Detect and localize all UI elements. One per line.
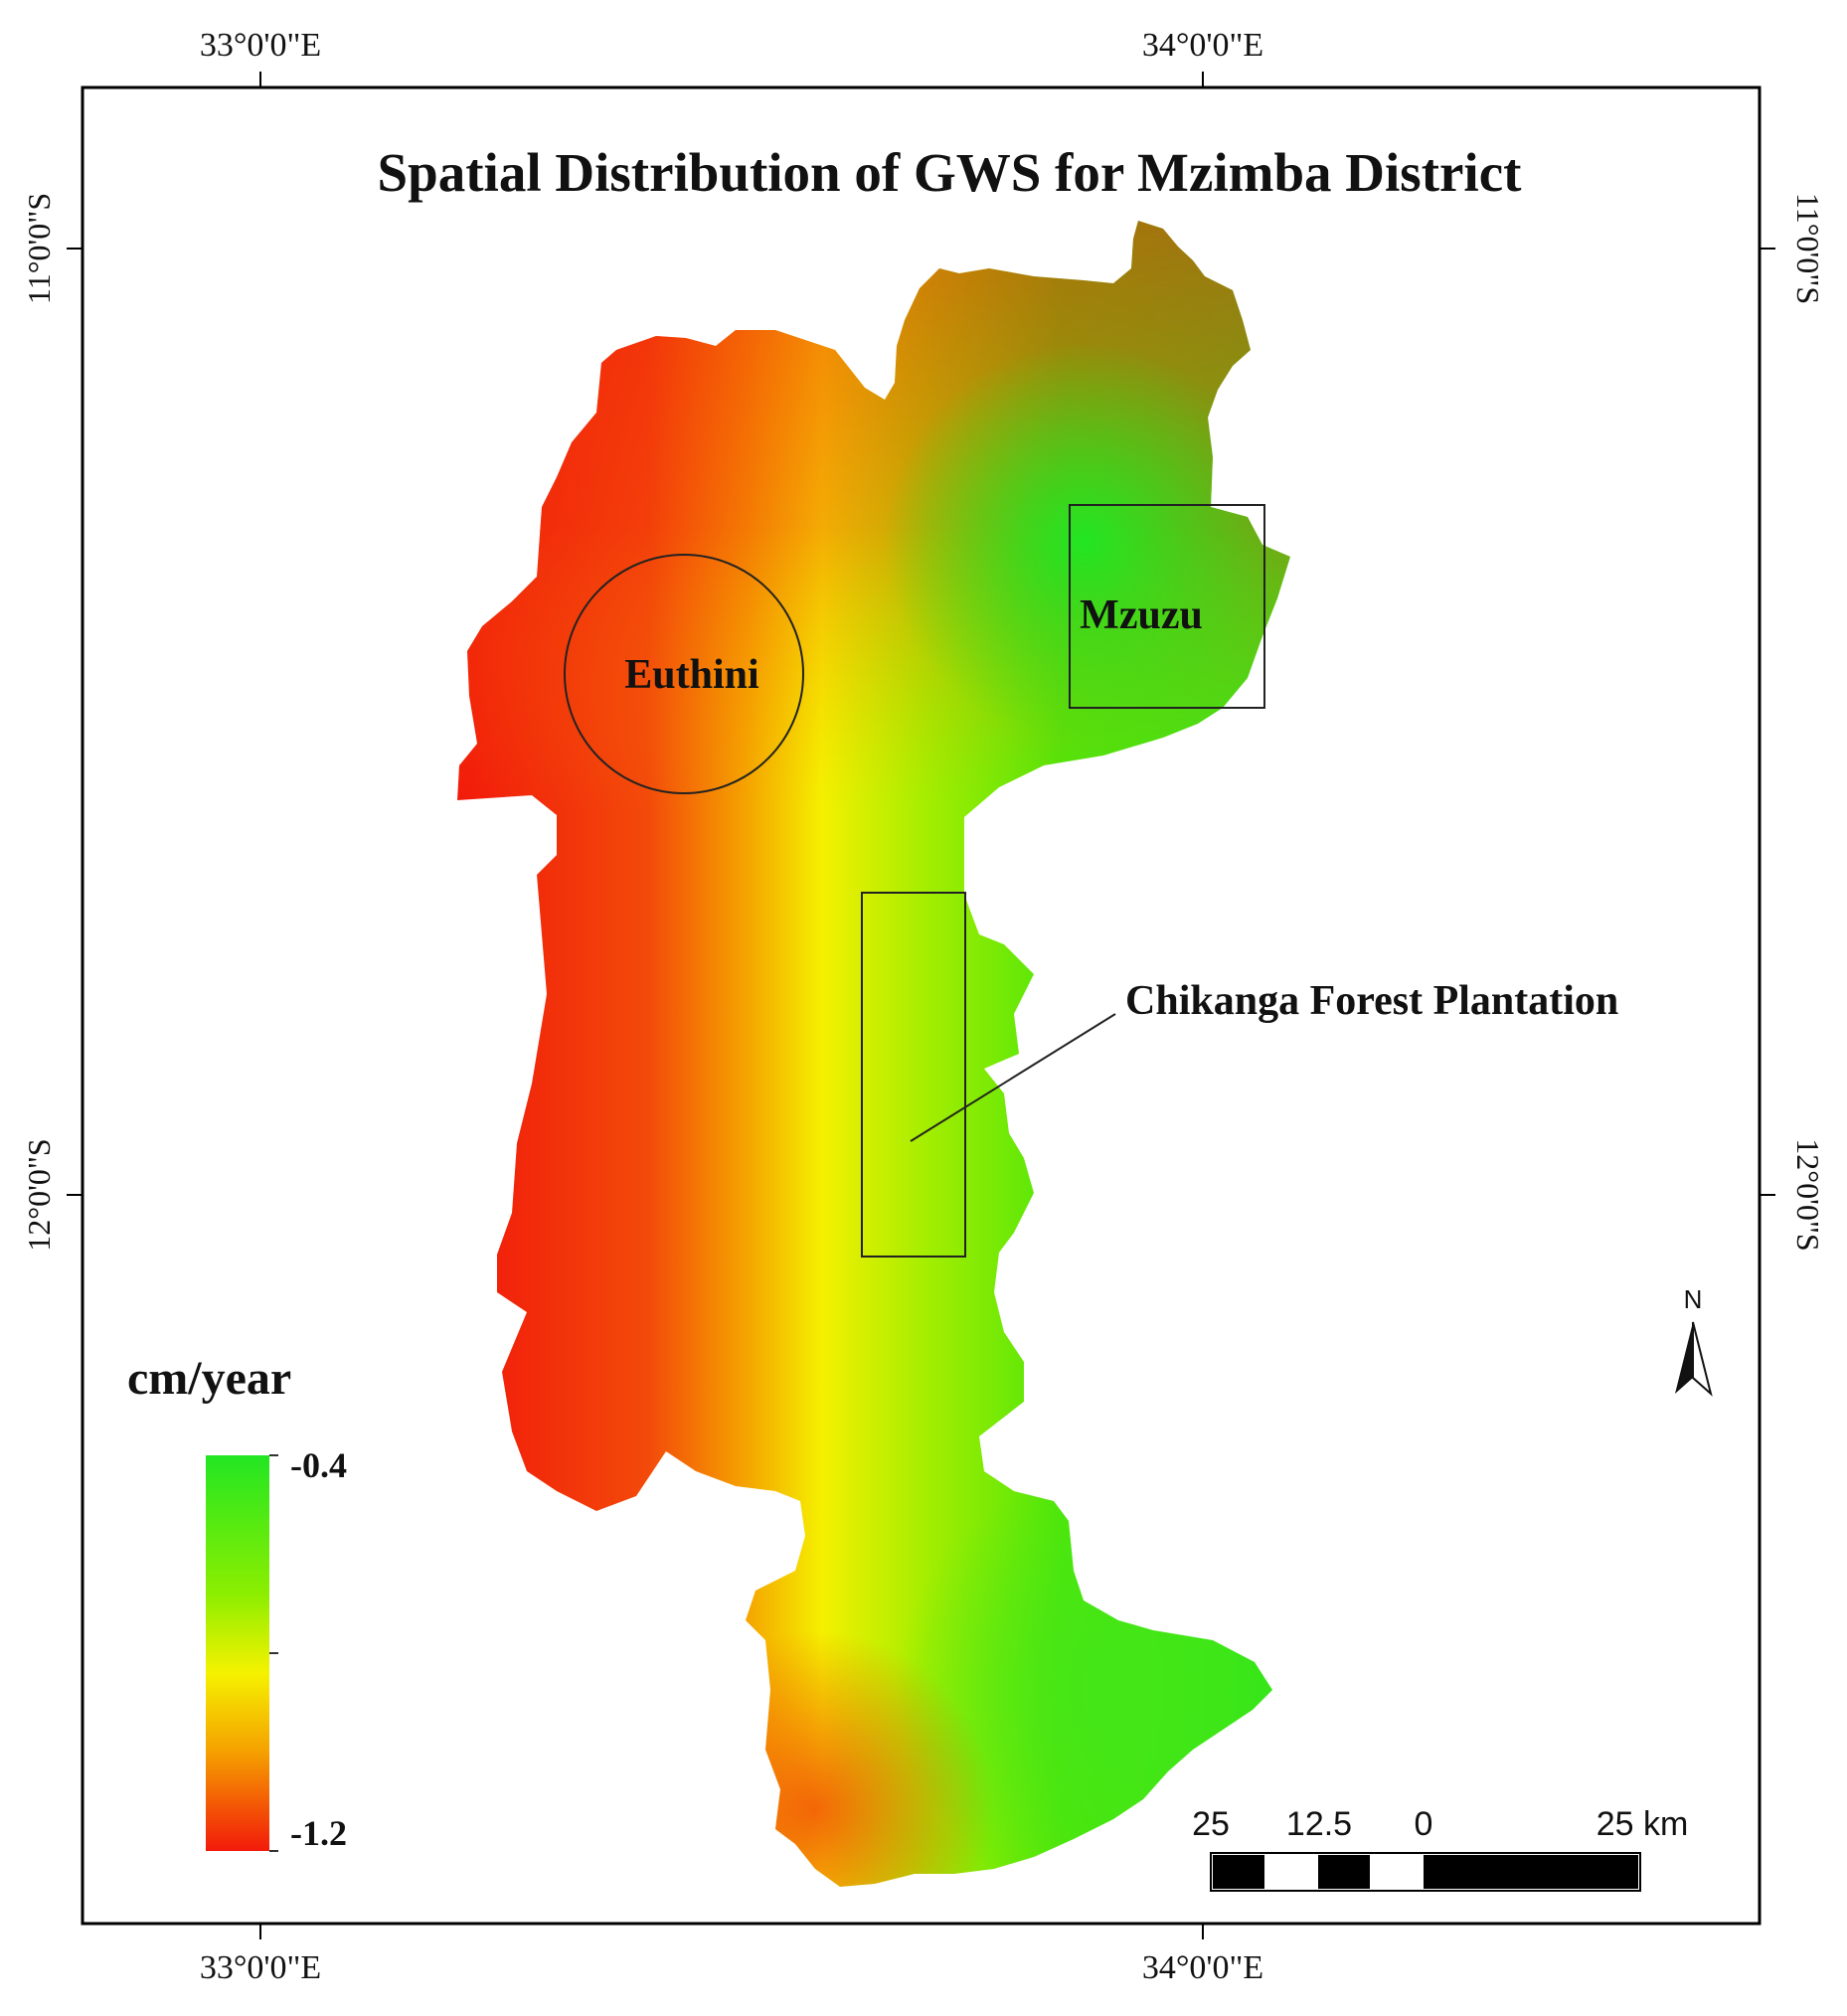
map-title: Spatial Distribution of GWS for Mzimba D…: [378, 142, 1523, 203]
district-raster: [457, 221, 1290, 1887]
graticule-ticks: [67, 72, 1775, 1939]
legend-min-value: -1.2: [290, 1813, 347, 1853]
scale-tick-0: 0: [1415, 1805, 1433, 1843]
lat-label-left-12: 12°0'0"S: [21, 1138, 57, 1251]
euthini-marker: [564, 554, 804, 794]
scale-tick-25-left: 25: [1192, 1805, 1230, 1843]
lon-label-top-33: 33°0'0"E: [200, 27, 321, 64]
mzuzu-marker: [1069, 504, 1265, 709]
north-letter: N: [1684, 1284, 1703, 1314]
lat-label-left-11: 11°0'0"S: [21, 193, 57, 304]
chikanga-label: Chikanga Forest Plantation: [1125, 978, 1618, 1024]
lon-label-top-34: 34°0'0"E: [1142, 27, 1263, 64]
legend-unit: cm/year: [127, 1352, 291, 1405]
legend-max-value: -0.4: [290, 1445, 347, 1485]
scale-bar: 25 12.5 0 25 km: [1192, 1805, 1689, 1892]
chikanga-marker: [861, 892, 966, 1258]
scale-tick-25-km: 25 km: [1596, 1805, 1689, 1843]
legend: cm/year -0.4 -1.2: [127, 1352, 347, 1853]
north-arrow-icon: N: [1675, 1284, 1713, 1397]
legend-color-ramp: [206, 1455, 269, 1851]
mzuzu-label: Mzuzu: [1080, 592, 1203, 638]
lat-label-right-12: 12°0'0"S: [1790, 1138, 1826, 1251]
lon-label-bottom-33: 33°0'0"E: [200, 1949, 321, 1986]
scale-tick-12-5: 12.5: [1286, 1805, 1352, 1843]
chikanga-leader-line: [910, 1013, 1116, 1142]
lon-label-bottom-34: 34°0'0"E: [1142, 1949, 1263, 1986]
euthini-label: Euthini: [624, 652, 759, 698]
lat-label-right-11: 11°0'0"S: [1790, 193, 1826, 304]
